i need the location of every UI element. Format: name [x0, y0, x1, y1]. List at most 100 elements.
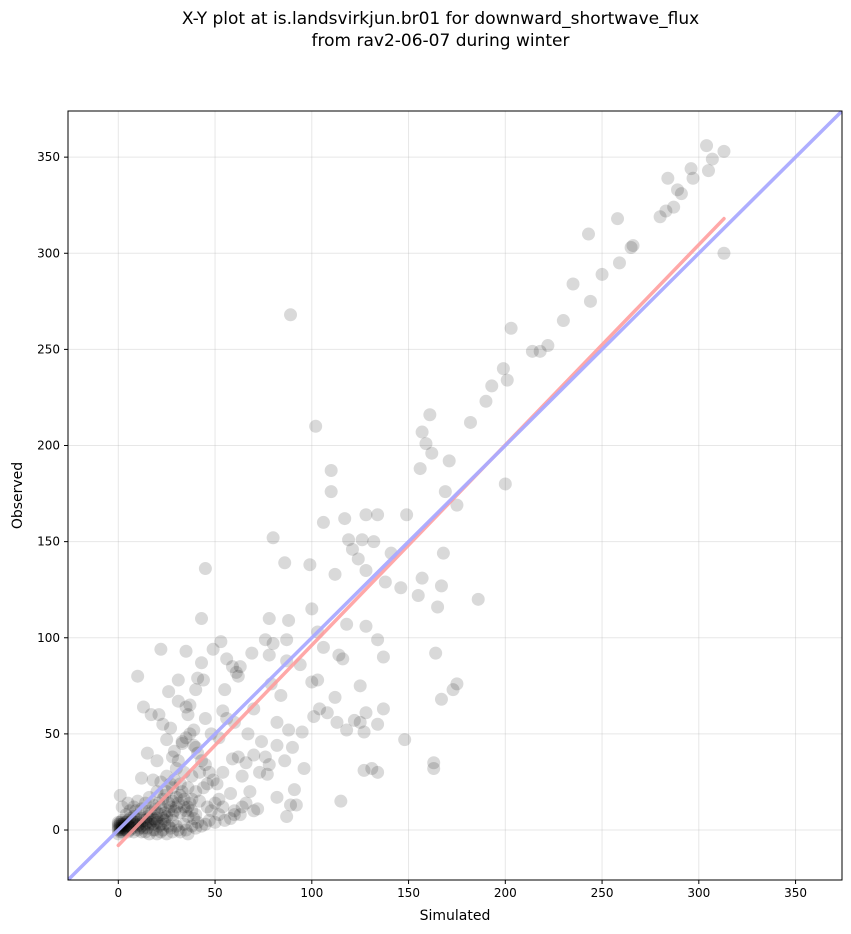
- data-point: [185, 804, 199, 818]
- data-point: [351, 552, 365, 566]
- data-point: [169, 761, 183, 775]
- data-point: [365, 761, 379, 775]
- data-point: [239, 796, 253, 810]
- data-point: [212, 808, 226, 822]
- data-point: [582, 227, 596, 241]
- x-tick-label: 150: [397, 886, 420, 900]
- data-point: [140, 746, 154, 760]
- data-points: [111, 139, 731, 841]
- reference-lines: [68, 111, 842, 880]
- data-point: [334, 794, 348, 808]
- data-point: [258, 750, 272, 764]
- data-point: [216, 704, 230, 718]
- data-point: [171, 796, 185, 810]
- y-axis-label: Observed: [10, 462, 26, 529]
- data-point: [165, 813, 179, 827]
- data-point: [717, 144, 731, 158]
- data-point: [340, 723, 354, 737]
- data-point: [595, 267, 609, 281]
- x-axis-label: Simulated: [420, 908, 491, 924]
- data-point: [224, 786, 238, 800]
- data-point: [158, 806, 172, 820]
- x-tick-label: 0: [114, 886, 122, 900]
- data-point: [330, 715, 344, 729]
- data-point: [667, 200, 681, 214]
- data-point: [162, 804, 176, 818]
- data-point: [353, 715, 367, 729]
- data-point: [376, 702, 390, 716]
- data-point: [220, 652, 234, 666]
- data-point: [359, 508, 373, 522]
- data-point: [278, 556, 292, 570]
- data-point: [152, 819, 166, 833]
- data-point: [429, 646, 443, 660]
- data-point: [260, 767, 274, 781]
- data-point: [150, 754, 164, 768]
- data-point: [181, 781, 195, 795]
- data-point: [136, 700, 150, 714]
- data-point: [179, 644, 193, 658]
- x-tick-label: 50: [207, 886, 222, 900]
- data-point: [148, 813, 162, 827]
- chart-title: X-Y plot at is.landsvirkjun.br01 for dow…: [0, 8, 851, 52]
- data-point: [434, 692, 448, 706]
- data-point: [496, 362, 510, 376]
- data-point: [371, 508, 385, 522]
- data-point: [297, 761, 311, 775]
- x-tick-label: 300: [687, 886, 710, 900]
- data-point: [218, 683, 232, 697]
- data-point: [231, 750, 245, 764]
- y-tick-label: 100: [37, 631, 60, 645]
- data-point: [173, 806, 187, 820]
- data-point: [266, 531, 280, 545]
- data-point: [160, 733, 174, 747]
- data-point: [115, 823, 129, 837]
- data-point: [357, 725, 371, 739]
- data-point: [198, 562, 212, 576]
- data-point: [146, 823, 160, 837]
- data-point: [284, 798, 298, 812]
- data-point: [123, 823, 137, 837]
- data-point: [158, 813, 172, 827]
- data-point: [162, 819, 176, 833]
- data-point: [270, 790, 284, 804]
- data-point: [142, 827, 156, 841]
- data-point: [185, 819, 199, 833]
- data-point: [400, 508, 414, 522]
- data-point: [278, 754, 292, 768]
- data-point: [541, 339, 555, 353]
- data-point: [371, 765, 385, 779]
- data-point: [359, 563, 373, 577]
- data-point: [498, 477, 512, 491]
- data-point: [353, 679, 367, 693]
- data-point: [154, 808, 168, 822]
- data-point: [266, 637, 280, 651]
- identity-line: [68, 111, 842, 880]
- data-point: [438, 485, 452, 499]
- data-point: [227, 804, 241, 818]
- data-point: [123, 815, 137, 829]
- data-point: [479, 394, 493, 408]
- data-point: [169, 800, 183, 814]
- data-point: [427, 756, 441, 770]
- data-point: [225, 752, 239, 766]
- data-point: [198, 712, 212, 726]
- data-point: [307, 710, 321, 724]
- data-point: [411, 588, 425, 602]
- data-point: [167, 744, 181, 758]
- data-point: [220, 712, 234, 726]
- data-point: [131, 794, 145, 808]
- data-point: [262, 612, 276, 626]
- data-point: [359, 706, 373, 720]
- data-point: [262, 648, 276, 662]
- data-point: [355, 533, 369, 547]
- data-point: [152, 708, 166, 722]
- data-point: [181, 708, 195, 722]
- data-point: [284, 308, 298, 322]
- data-point: [146, 773, 160, 787]
- data-point: [183, 727, 197, 741]
- data-point: [160, 785, 174, 799]
- data-point: [378, 575, 392, 589]
- data-point: [371, 633, 385, 647]
